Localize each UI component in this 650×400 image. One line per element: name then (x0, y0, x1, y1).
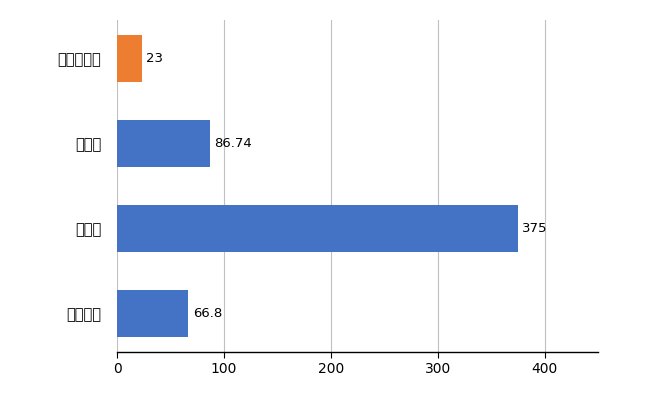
Bar (117, 35, 142, 82)
Bar (117, 290, 188, 337)
Text: 66.8: 66.8 (192, 307, 222, 320)
Text: 23: 23 (146, 52, 163, 65)
Bar (117, 205, 518, 252)
Text: 375: 375 (522, 222, 547, 235)
Bar (117, 120, 210, 167)
Text: 86.74: 86.74 (214, 137, 252, 150)
